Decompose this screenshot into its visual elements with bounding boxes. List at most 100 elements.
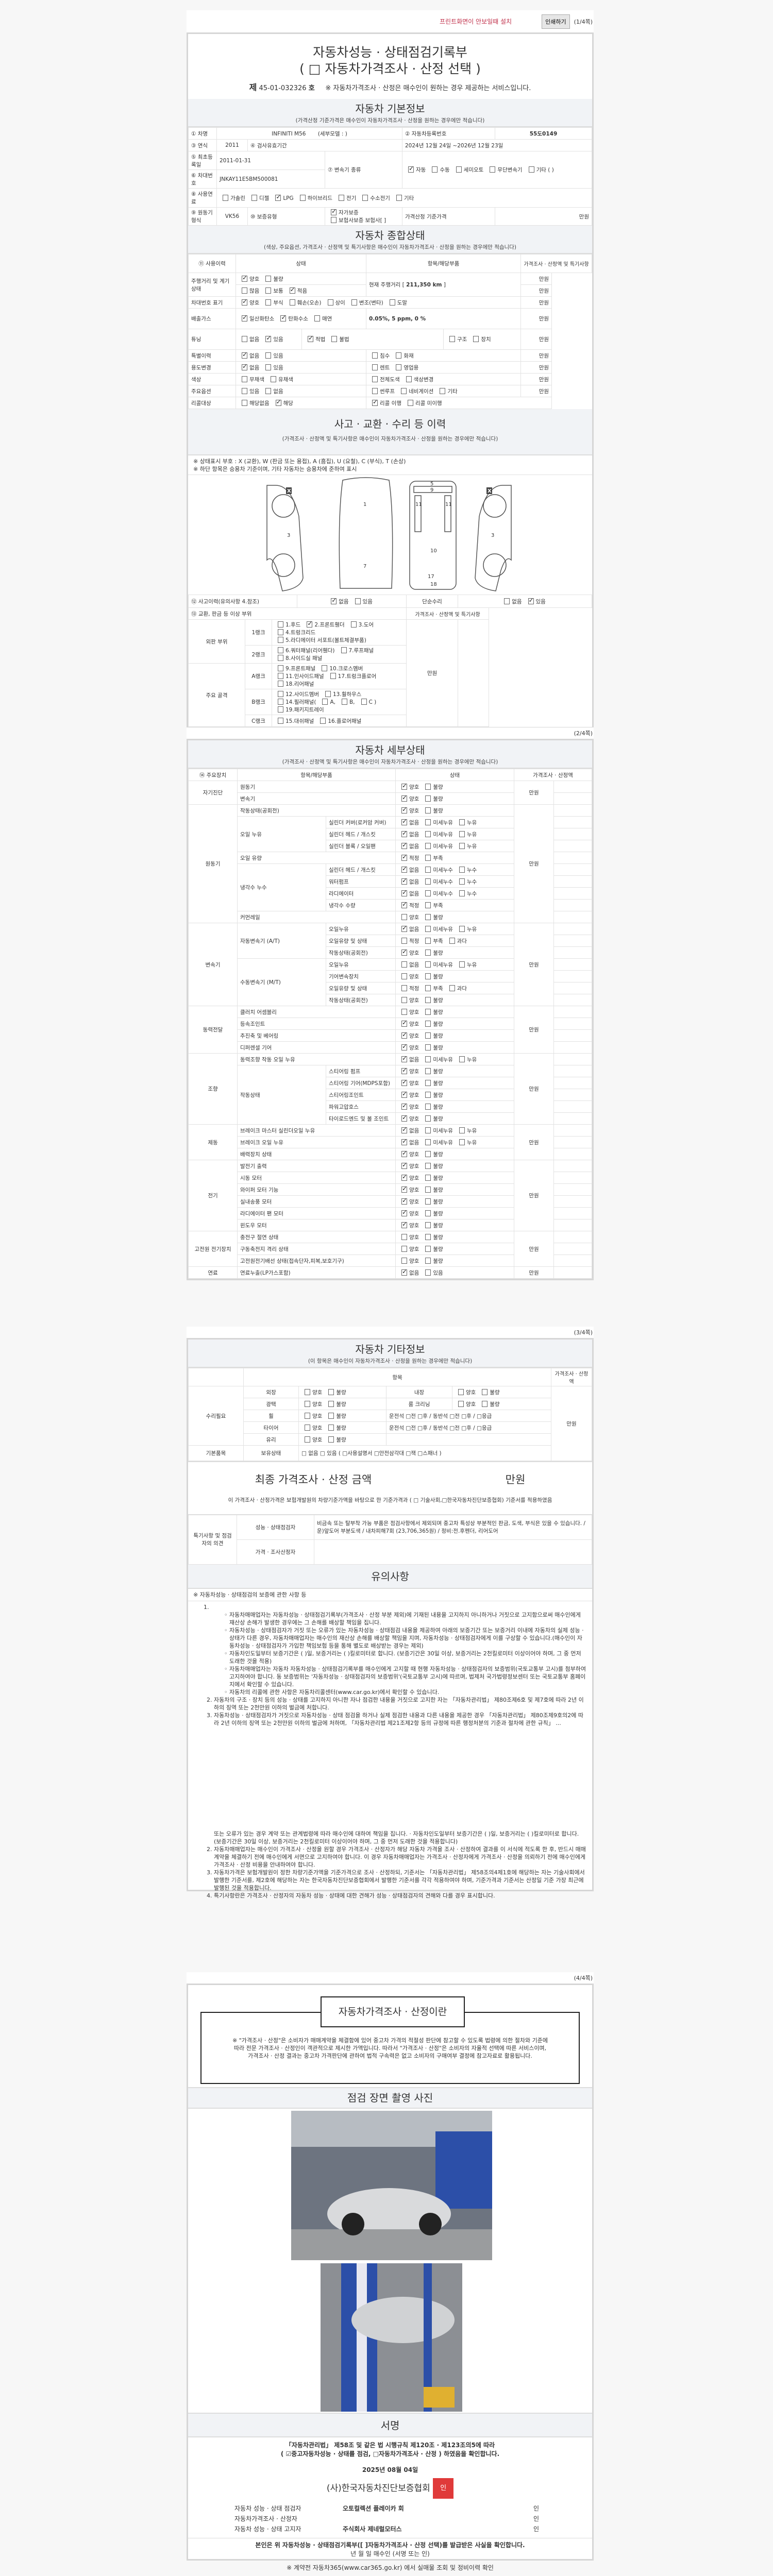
checkbox-icon[interactable] <box>459 1139 465 1145</box>
checkbox-icon[interactable] <box>396 364 402 370</box>
checkbox-option[interactable]: 불량 <box>422 1067 443 1075</box>
checkbox-icon[interactable] <box>425 890 431 896</box>
checkbox-option[interactable]: 없음 <box>398 1268 419 1277</box>
checked-box-icon[interactable] <box>289 286 295 294</box>
checkbox-option[interactable]: 양호 <box>398 794 419 803</box>
checkbox-icon[interactable] <box>278 665 283 671</box>
checked-box-icon[interactable] <box>401 924 407 932</box>
checkbox-icon[interactable] <box>331 217 337 223</box>
checked-box-icon[interactable] <box>275 193 281 201</box>
checkbox-option[interactable]: 있음 <box>262 352 283 360</box>
checkbox-icon[interactable] <box>490 166 496 173</box>
checkbox-option[interactable]: 탄화수소 <box>277 314 308 323</box>
checkbox-option[interactable]: 없음 <box>501 598 522 605</box>
checkbox-icon[interactable] <box>265 287 272 294</box>
checkbox-icon[interactable] <box>425 1079 431 1086</box>
checkbox-icon[interactable] <box>425 1091 431 1098</box>
checkbox-option[interactable]: 기타 ( ) <box>526 166 554 174</box>
checkbox-option[interactable]: 누수 <box>456 890 477 897</box>
checkbox-option[interactable]: 불량 <box>422 1079 443 1087</box>
checkbox-option[interactable]: 양호 <box>398 1221 419 1229</box>
checkbox-option[interactable]: 적법 <box>305 334 325 343</box>
checked-box-icon[interactable] <box>401 1197 407 1205</box>
checkbox-icon[interactable] <box>328 1436 334 1443</box>
checkbox-icon[interactable] <box>278 629 283 635</box>
checked-box-icon[interactable] <box>401 1066 407 1074</box>
checkbox-option[interactable]: 양호 <box>398 1102 419 1111</box>
print-button[interactable]: 인쇄하기 <box>542 14 570 29</box>
checkbox-icon[interactable] <box>270 376 276 382</box>
checkbox-option[interactable]: 불량 <box>422 1210 443 1217</box>
checkbox-option[interactable]: 불량 <box>422 807 443 815</box>
checkbox-icon[interactable] <box>341 699 347 705</box>
checkbox-icon[interactable] <box>331 336 338 342</box>
checkbox-option[interactable]: 미세누수 <box>422 890 453 897</box>
checkbox-icon[interactable] <box>327 299 333 306</box>
checked-box-icon[interactable] <box>401 794 407 802</box>
checkbox-icon[interactable] <box>278 717 283 724</box>
checkbox-option[interactable]: 불량 <box>422 1020 443 1028</box>
checkbox-icon[interactable] <box>223 194 228 201</box>
checkbox-option[interactable]: 19.패키지트레이 <box>275 706 324 714</box>
checkbox-icon[interactable] <box>401 1008 407 1015</box>
checkbox-option[interactable]: 양호 <box>301 1436 322 1444</box>
checked-box-icon[interactable] <box>401 1078 407 1086</box>
checkbox-icon[interactable] <box>278 673 283 679</box>
checkbox-icon[interactable] <box>265 352 272 359</box>
checkbox-option[interactable]: B, <box>339 699 355 705</box>
checkbox-option[interactable]: 불량 <box>325 1388 346 1396</box>
checkbox-icon[interactable] <box>305 1412 310 1419</box>
checked-box-icon[interactable] <box>308 334 313 342</box>
checkbox-icon[interactable] <box>401 985 407 991</box>
checkbox-icon[interactable] <box>305 1388 310 1395</box>
checkbox-option[interactable]: 디젤 <box>248 194 269 202</box>
checkbox-option[interactable]: 자가보증 <box>328 208 359 216</box>
checkbox-option[interactable]: 적정 <box>398 853 419 862</box>
checkbox-option[interactable]: 6.쿼터패널(리어휀다) <box>275 647 335 654</box>
checkbox-option[interactable]: 적정 <box>398 901 419 909</box>
checkbox-icon[interactable] <box>401 1245 407 1252</box>
checked-box-icon[interactable] <box>401 1161 407 1169</box>
checkbox-icon[interactable] <box>425 913 431 920</box>
checkbox-option[interactable]: 없음 <box>239 335 259 343</box>
checkbox-option[interactable]: 없음 <box>398 865 419 874</box>
checkbox-icon[interactable] <box>322 665 328 671</box>
checkbox-option[interactable]: 색상변경 <box>403 376 433 383</box>
checkbox-icon[interactable] <box>459 878 465 885</box>
checkbox-icon[interactable] <box>320 717 326 724</box>
checkbox-icon[interactable] <box>425 1174 431 1181</box>
checkbox-icon[interactable] <box>425 819 431 825</box>
checkbox-icon[interactable] <box>355 598 361 604</box>
checkbox-icon[interactable] <box>449 336 456 342</box>
checkbox-icon[interactable] <box>425 973 431 979</box>
checkbox-icon[interactable] <box>278 706 283 713</box>
checkbox-icon[interactable] <box>278 637 283 643</box>
checkbox-icon[interactable] <box>425 949 431 956</box>
checkbox-option[interactable]: 누수 <box>456 866 477 874</box>
checkbox-icon[interactable] <box>425 937 431 944</box>
checkbox-option[interactable]: 2.프론트휀더 <box>304 620 345 629</box>
checked-box-icon[interactable] <box>401 1138 407 1145</box>
checked-box-icon[interactable] <box>401 1173 407 1181</box>
checkbox-icon[interactable] <box>425 1245 431 1252</box>
checkbox-option[interactable]: 8.사이드실 패널 <box>275 654 322 662</box>
checked-box-icon[interactable] <box>401 865 407 873</box>
checked-box-icon[interactable] <box>280 314 286 321</box>
checkbox-option[interactable]: 리콜 이행 <box>369 398 401 407</box>
checkbox-option[interactable]: 장치 <box>470 335 491 343</box>
checkbox-option[interactable]: 자동 <box>405 165 426 174</box>
checkbox-option[interactable]: 있음 <box>352 598 373 605</box>
checkbox-icon[interactable] <box>425 1115 431 1122</box>
checkbox-option[interactable]: 기타 <box>436 387 458 395</box>
checkbox-icon[interactable] <box>265 387 272 394</box>
checkbox-icon[interactable] <box>265 299 272 306</box>
checkbox-icon[interactable] <box>440 387 446 394</box>
checkbox-option[interactable]: 양호 <box>398 1209 419 1217</box>
checked-box-icon[interactable] <box>401 853 407 861</box>
checkbox-icon[interactable] <box>396 194 402 201</box>
checkbox-option[interactable]: 누유 <box>456 1139 477 1146</box>
checked-box-icon[interactable] <box>401 829 407 837</box>
checkbox-option[interactable]: 양호 <box>398 1090 419 1099</box>
checkbox-option[interactable]: 변조(변타) <box>348 299 383 307</box>
checkbox-icon[interactable] <box>425 1162 431 1169</box>
